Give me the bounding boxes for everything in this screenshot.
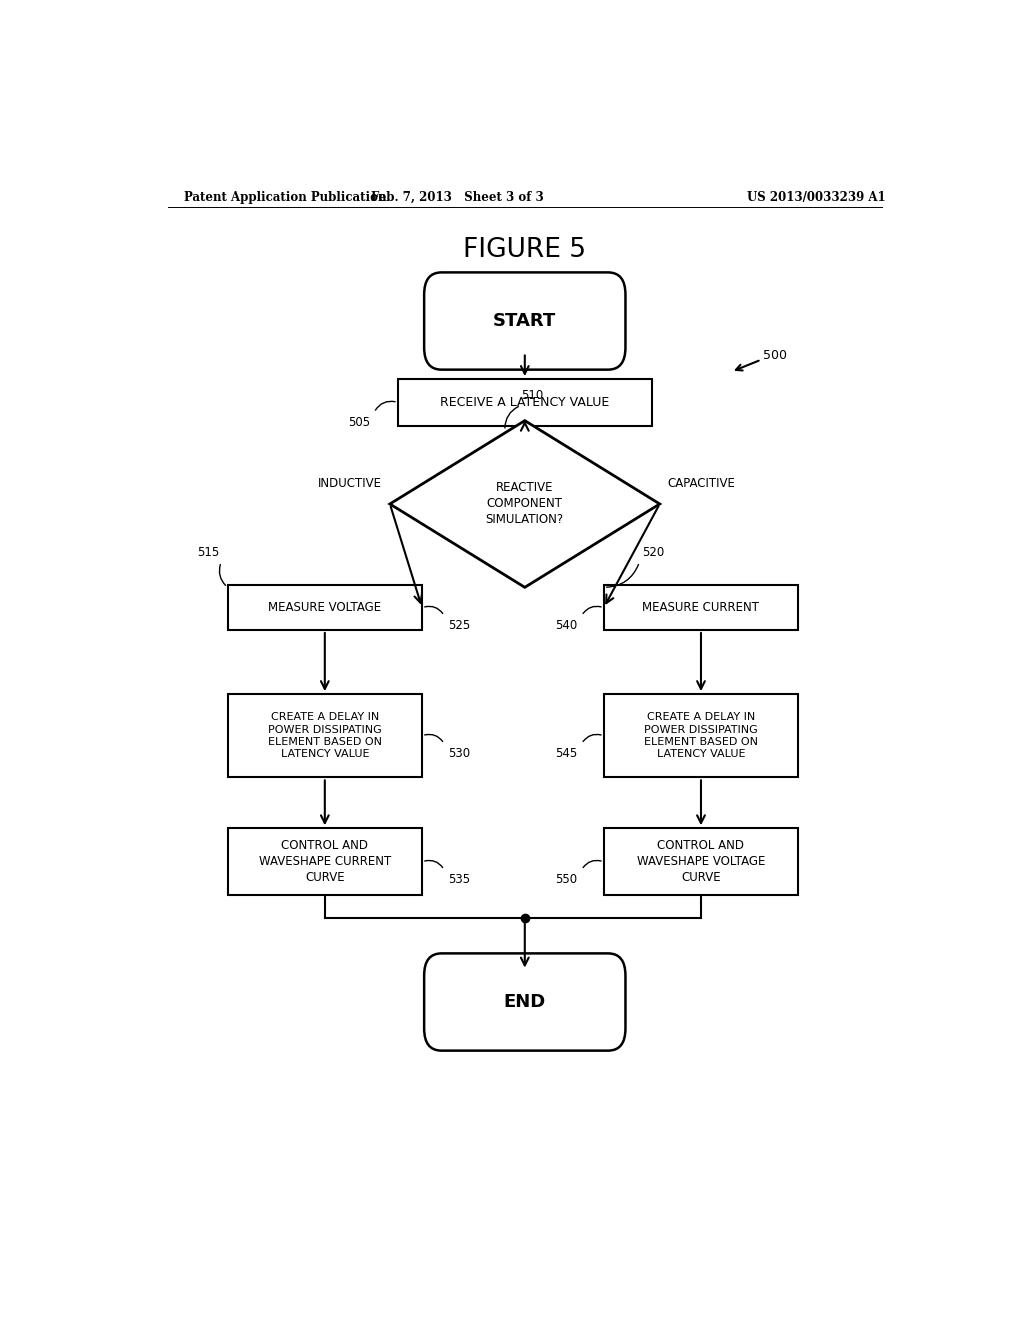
Polygon shape: [390, 421, 659, 587]
Text: US 2013/0033239 A1: US 2013/0033239 A1: [748, 190, 886, 203]
Text: START: START: [494, 312, 556, 330]
Text: 510: 510: [521, 389, 543, 403]
Text: CREATE A DELAY IN
POWER DISSIPATING
ELEMENT BASED ON
LATENCY VALUE: CREATE A DELAY IN POWER DISSIPATING ELEM…: [644, 711, 758, 759]
Text: MEASURE CURRENT: MEASURE CURRENT: [642, 601, 760, 614]
Text: 525: 525: [449, 619, 470, 632]
Bar: [604, 694, 798, 777]
Text: 530: 530: [449, 747, 470, 760]
Text: CREATE A DELAY IN
POWER DISSIPATING
ELEMENT BASED ON
LATENCY VALUE: CREATE A DELAY IN POWER DISSIPATING ELEM…: [268, 711, 382, 759]
Bar: [397, 379, 651, 426]
Bar: [227, 828, 422, 895]
Bar: [227, 694, 422, 777]
Bar: [227, 585, 422, 630]
Text: 520: 520: [642, 546, 665, 558]
Text: CAPACITIVE: CAPACITIVE: [668, 477, 735, 490]
FancyBboxPatch shape: [424, 953, 626, 1051]
Text: 500: 500: [763, 348, 786, 362]
Text: END: END: [504, 993, 546, 1011]
Text: INDUCTIVE: INDUCTIVE: [317, 477, 382, 490]
Text: Patent Application Publication: Patent Application Publication: [183, 190, 386, 203]
Text: CONTROL AND
WAVESHAPE CURRENT
CURVE: CONTROL AND WAVESHAPE CURRENT CURVE: [259, 840, 391, 884]
Text: RECEIVE A LATENCY VALUE: RECEIVE A LATENCY VALUE: [440, 396, 609, 409]
Text: MEASURE VOLTAGE: MEASURE VOLTAGE: [268, 601, 381, 614]
Text: Feb. 7, 2013   Sheet 3 of 3: Feb. 7, 2013 Sheet 3 of 3: [371, 190, 544, 203]
Text: FIGURE 5: FIGURE 5: [463, 236, 587, 263]
Text: 535: 535: [449, 873, 470, 886]
Bar: [604, 585, 798, 630]
Text: 550: 550: [555, 873, 578, 886]
Text: 515: 515: [198, 546, 220, 558]
Text: 505: 505: [348, 416, 370, 429]
Text: 540: 540: [555, 619, 578, 632]
Bar: [604, 828, 798, 895]
Text: REACTIVE
COMPONENT
SIMULATION?: REACTIVE COMPONENT SIMULATION?: [485, 482, 564, 527]
Text: CONTROL AND
WAVESHAPE VOLTAGE
CURVE: CONTROL AND WAVESHAPE VOLTAGE CURVE: [637, 840, 765, 884]
FancyBboxPatch shape: [424, 272, 626, 370]
Text: 545: 545: [555, 747, 578, 760]
